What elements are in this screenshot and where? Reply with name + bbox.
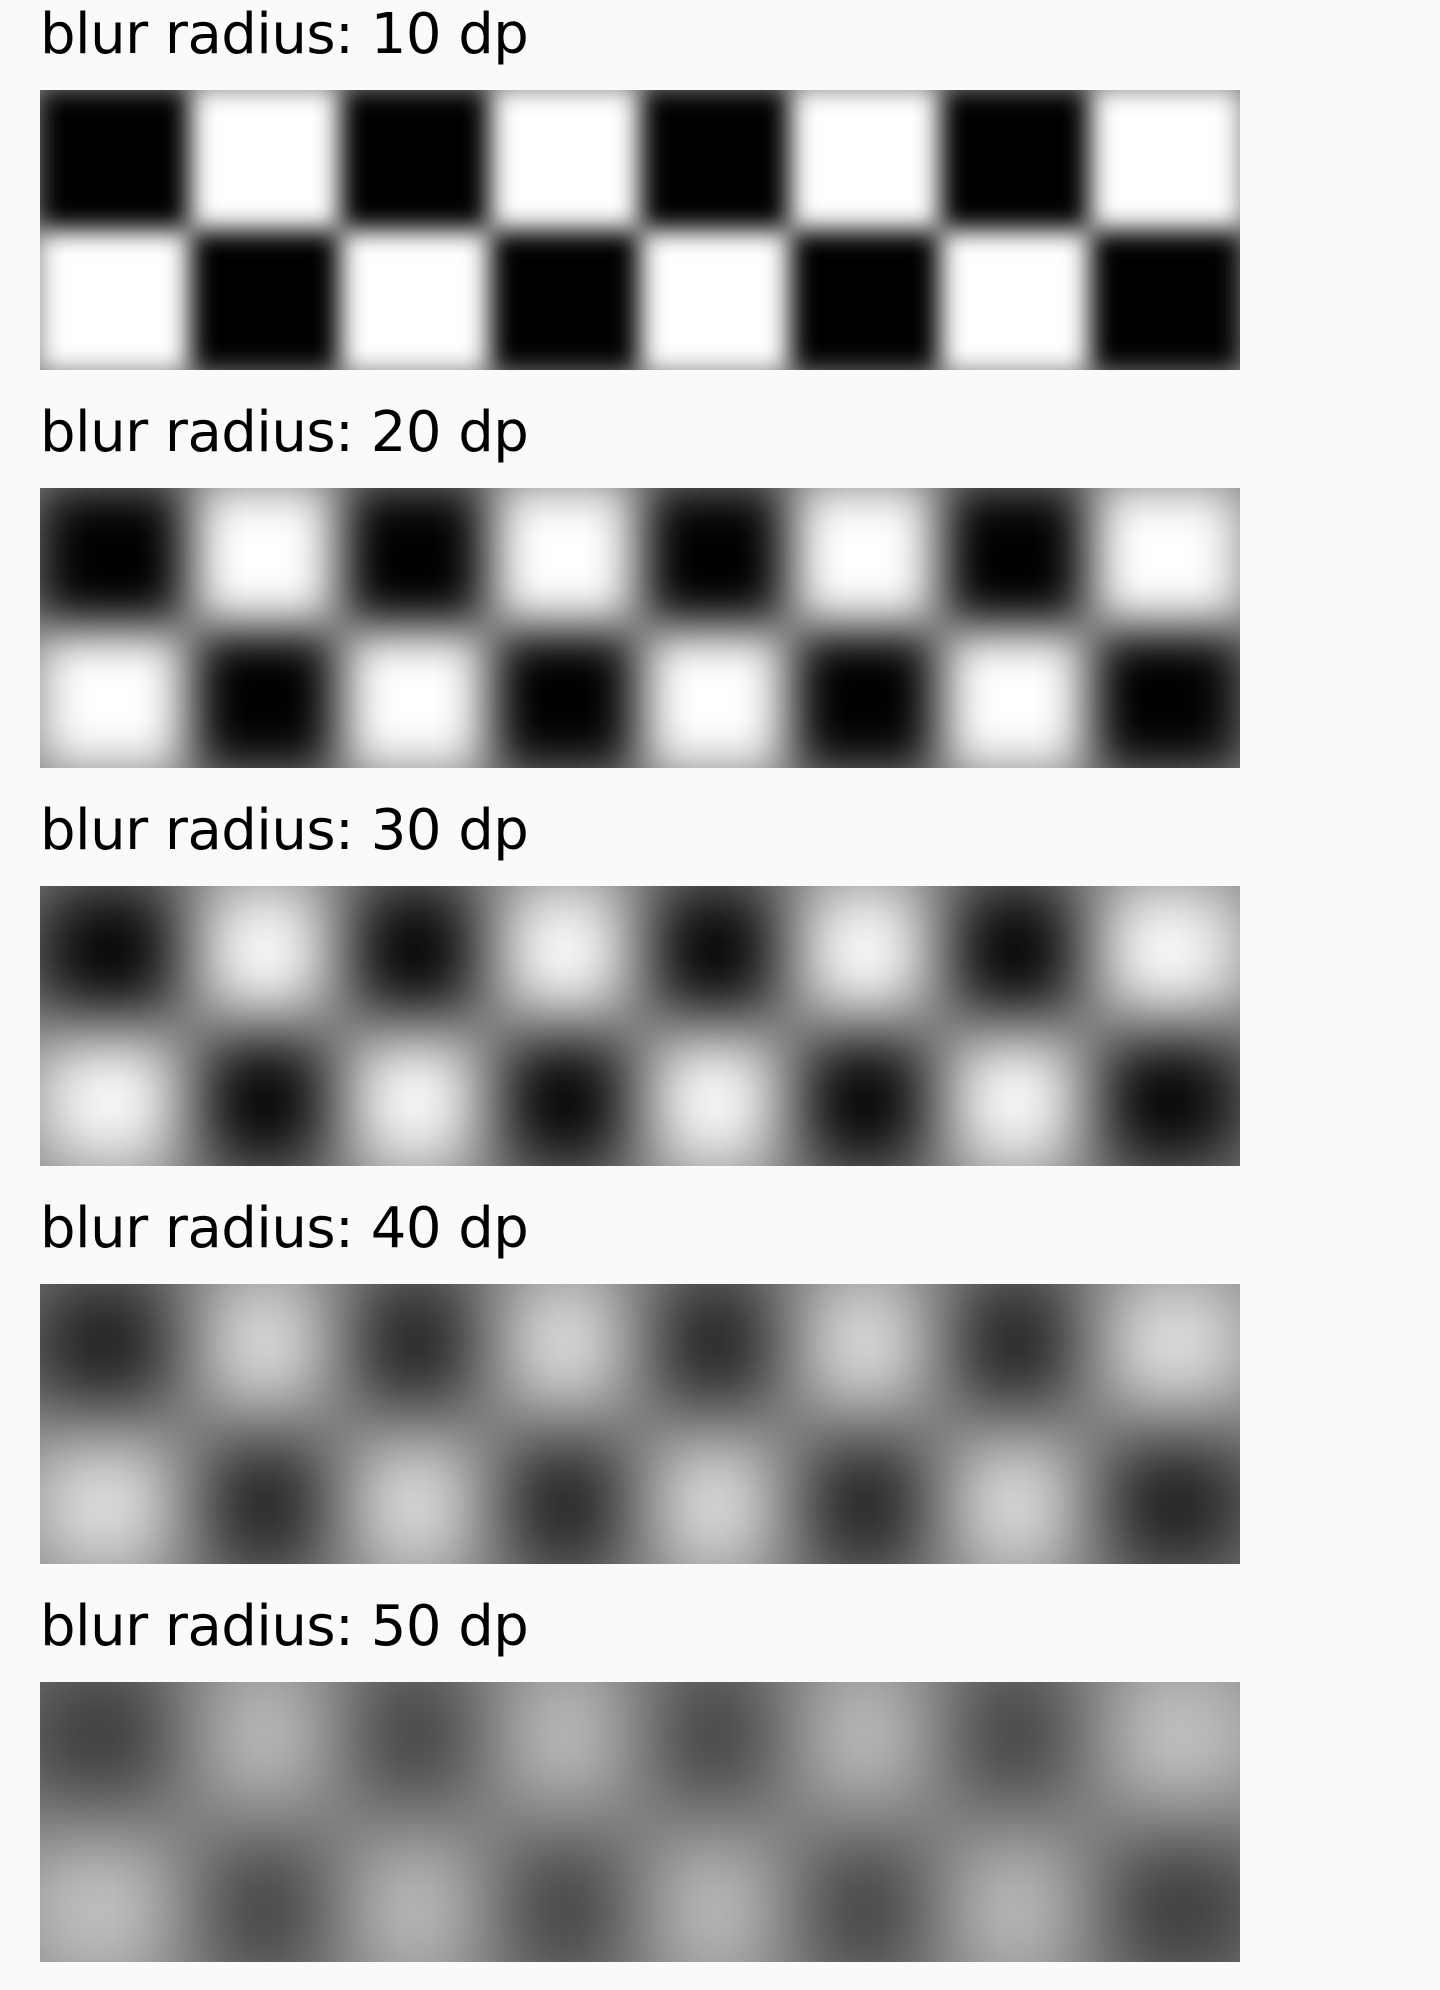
light-square xyxy=(490,886,640,1026)
dark-square xyxy=(40,886,190,1026)
light-square xyxy=(1090,1682,1240,1822)
dark-square xyxy=(190,628,340,768)
light-square xyxy=(40,230,190,370)
dark-square xyxy=(790,628,940,768)
light-square xyxy=(940,1822,1090,1962)
light-square xyxy=(190,1284,340,1424)
blurred-checkerboard xyxy=(40,886,1240,1166)
blur-label: blur radius: 40 dp xyxy=(40,1196,529,1261)
dark-square xyxy=(190,1822,340,1962)
light-square xyxy=(940,1026,1090,1166)
light-square xyxy=(640,628,790,768)
light-square xyxy=(640,1822,790,1962)
blur-label: blur radius: 30 dp xyxy=(40,798,529,863)
light-square xyxy=(940,628,1090,768)
dark-square xyxy=(790,230,940,370)
dark-square xyxy=(640,1682,790,1822)
light-square xyxy=(1090,886,1240,1026)
dark-square xyxy=(1090,230,1240,370)
light-square xyxy=(940,230,1090,370)
light-square xyxy=(40,628,190,768)
dark-square xyxy=(190,230,340,370)
dark-square xyxy=(490,1424,640,1564)
dark-square xyxy=(340,90,490,230)
light-square xyxy=(640,1424,790,1564)
blur-label: blur radius: 20 dp xyxy=(40,400,529,465)
light-square xyxy=(490,488,640,628)
dark-square xyxy=(640,488,790,628)
dark-square xyxy=(40,1682,190,1822)
checkerboard-grid xyxy=(40,1682,1240,1962)
light-square xyxy=(790,886,940,1026)
blurred-checkerboard xyxy=(40,488,1240,768)
dark-square xyxy=(640,1284,790,1424)
light-square xyxy=(190,1682,340,1822)
light-square xyxy=(40,1424,190,1564)
blur-label: blur radius: 10 dp xyxy=(40,2,529,67)
blurred-checkerboard xyxy=(40,90,1240,370)
dark-square xyxy=(940,488,1090,628)
dark-square xyxy=(790,1026,940,1166)
dark-square xyxy=(1090,1424,1240,1564)
dark-square xyxy=(940,90,1090,230)
light-square xyxy=(190,488,340,628)
dark-square xyxy=(940,886,1090,1026)
dark-square xyxy=(340,886,490,1026)
light-square xyxy=(790,488,940,628)
dark-square xyxy=(940,1682,1090,1822)
light-square xyxy=(340,1822,490,1962)
dark-square xyxy=(490,1822,640,1962)
dark-square xyxy=(790,1424,940,1564)
dark-square xyxy=(340,488,490,628)
light-square xyxy=(1090,90,1240,230)
light-square xyxy=(340,1424,490,1564)
light-square xyxy=(40,1026,190,1166)
checkerboard-grid xyxy=(40,1284,1240,1564)
light-square xyxy=(940,1424,1090,1564)
light-square xyxy=(640,230,790,370)
dark-square xyxy=(940,1284,1090,1424)
checkerboard-grid xyxy=(40,90,1240,370)
light-square xyxy=(490,1284,640,1424)
dark-square xyxy=(340,1284,490,1424)
light-square xyxy=(490,1682,640,1822)
dark-square xyxy=(490,628,640,768)
dark-square xyxy=(640,886,790,1026)
blur-label: blur radius: 50 dp xyxy=(40,1594,529,1659)
dark-square xyxy=(190,1424,340,1564)
dark-square xyxy=(790,1822,940,1962)
blurred-checkerboard xyxy=(40,1284,1240,1564)
dark-square xyxy=(490,230,640,370)
dark-square xyxy=(1090,1822,1240,1962)
dark-square xyxy=(490,1026,640,1166)
checkerboard-grid xyxy=(40,488,1240,768)
light-square xyxy=(190,886,340,1026)
blurred-checkerboard xyxy=(40,1682,1240,1962)
dark-square xyxy=(1090,628,1240,768)
light-square xyxy=(790,1682,940,1822)
light-square xyxy=(340,1026,490,1166)
dark-square xyxy=(640,90,790,230)
light-square xyxy=(640,1026,790,1166)
checkerboard-grid xyxy=(40,886,1240,1166)
light-square xyxy=(40,1822,190,1962)
dark-square xyxy=(340,1682,490,1822)
dark-square xyxy=(1090,1026,1240,1166)
dark-square xyxy=(40,90,190,230)
light-square xyxy=(340,628,490,768)
light-square xyxy=(1090,488,1240,628)
light-square xyxy=(490,90,640,230)
light-square xyxy=(190,90,340,230)
dark-square xyxy=(40,488,190,628)
light-square xyxy=(790,1284,940,1424)
light-square xyxy=(1090,1284,1240,1424)
light-square xyxy=(340,230,490,370)
dark-square xyxy=(40,1284,190,1424)
dark-square xyxy=(190,1026,340,1166)
light-square xyxy=(790,90,940,230)
